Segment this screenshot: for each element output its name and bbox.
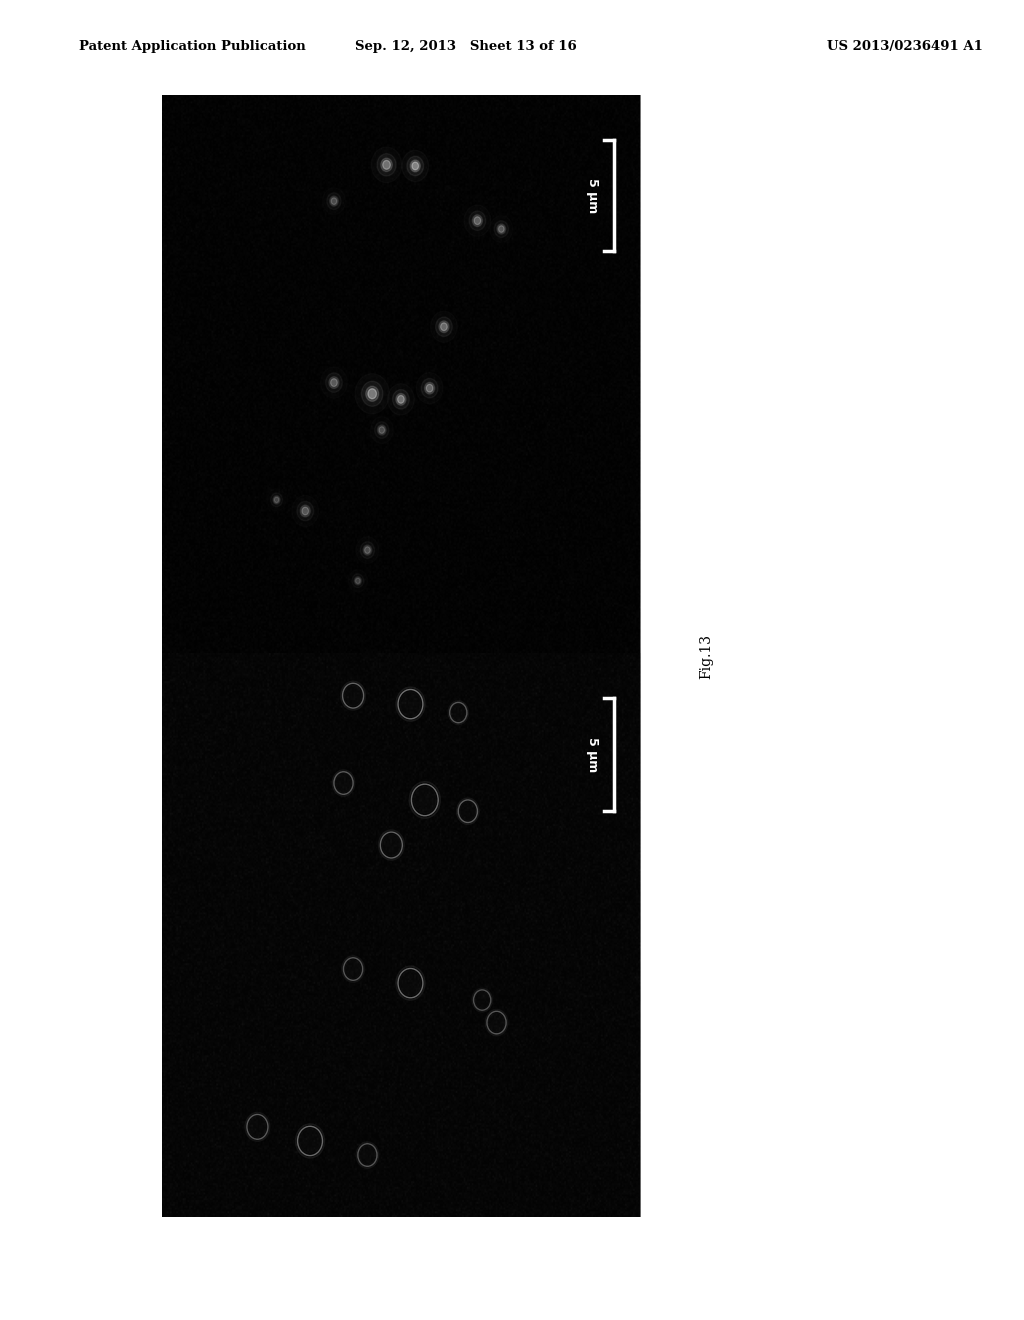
Text: Sep. 12, 2013   Sheet 13 of 16: Sep. 12, 2013 Sheet 13 of 16 [355, 40, 577, 53]
Circle shape [414, 787, 436, 813]
Text: Patent Application Publication: Patent Application Publication [79, 40, 305, 53]
Circle shape [330, 197, 338, 206]
Circle shape [273, 496, 281, 504]
Circle shape [392, 389, 410, 409]
Circle shape [426, 384, 433, 392]
Circle shape [411, 160, 420, 172]
Circle shape [397, 396, 404, 403]
Circle shape [400, 692, 421, 717]
Text: 5 μm: 5 μm [586, 738, 599, 772]
Circle shape [249, 1117, 266, 1138]
Circle shape [425, 383, 434, 395]
Circle shape [345, 960, 361, 978]
Circle shape [474, 216, 480, 224]
Text: US 2013/0236491 A1: US 2013/0236491 A1 [827, 40, 983, 53]
Circle shape [336, 774, 351, 792]
Circle shape [497, 224, 506, 234]
Circle shape [499, 226, 504, 232]
Circle shape [331, 379, 337, 387]
Circle shape [378, 425, 386, 436]
Circle shape [400, 970, 421, 995]
Circle shape [383, 160, 390, 169]
Text: 5 μm: 5 μm [586, 178, 599, 213]
Circle shape [329, 376, 339, 388]
Circle shape [396, 393, 406, 405]
Circle shape [475, 991, 489, 1008]
Circle shape [365, 546, 371, 553]
Circle shape [359, 1146, 376, 1164]
Circle shape [344, 685, 362, 706]
Circle shape [439, 321, 449, 333]
Circle shape [368, 388, 377, 399]
Text: Fig.13: Fig.13 [699, 634, 714, 678]
Circle shape [299, 1129, 321, 1154]
Circle shape [331, 198, 337, 205]
Circle shape [364, 545, 372, 556]
Circle shape [451, 704, 466, 721]
Circle shape [302, 507, 308, 515]
Circle shape [381, 158, 392, 172]
Circle shape [488, 1012, 505, 1032]
Circle shape [379, 426, 385, 433]
Circle shape [377, 153, 396, 176]
Circle shape [361, 381, 383, 407]
Circle shape [440, 323, 447, 331]
Circle shape [354, 577, 361, 585]
Circle shape [366, 387, 379, 401]
Circle shape [412, 162, 419, 170]
Circle shape [460, 801, 476, 821]
Circle shape [274, 498, 279, 503]
Circle shape [382, 834, 400, 857]
Circle shape [300, 506, 310, 517]
Circle shape [472, 215, 482, 227]
Circle shape [435, 317, 453, 337]
Circle shape [355, 578, 360, 583]
Circle shape [407, 156, 424, 176]
